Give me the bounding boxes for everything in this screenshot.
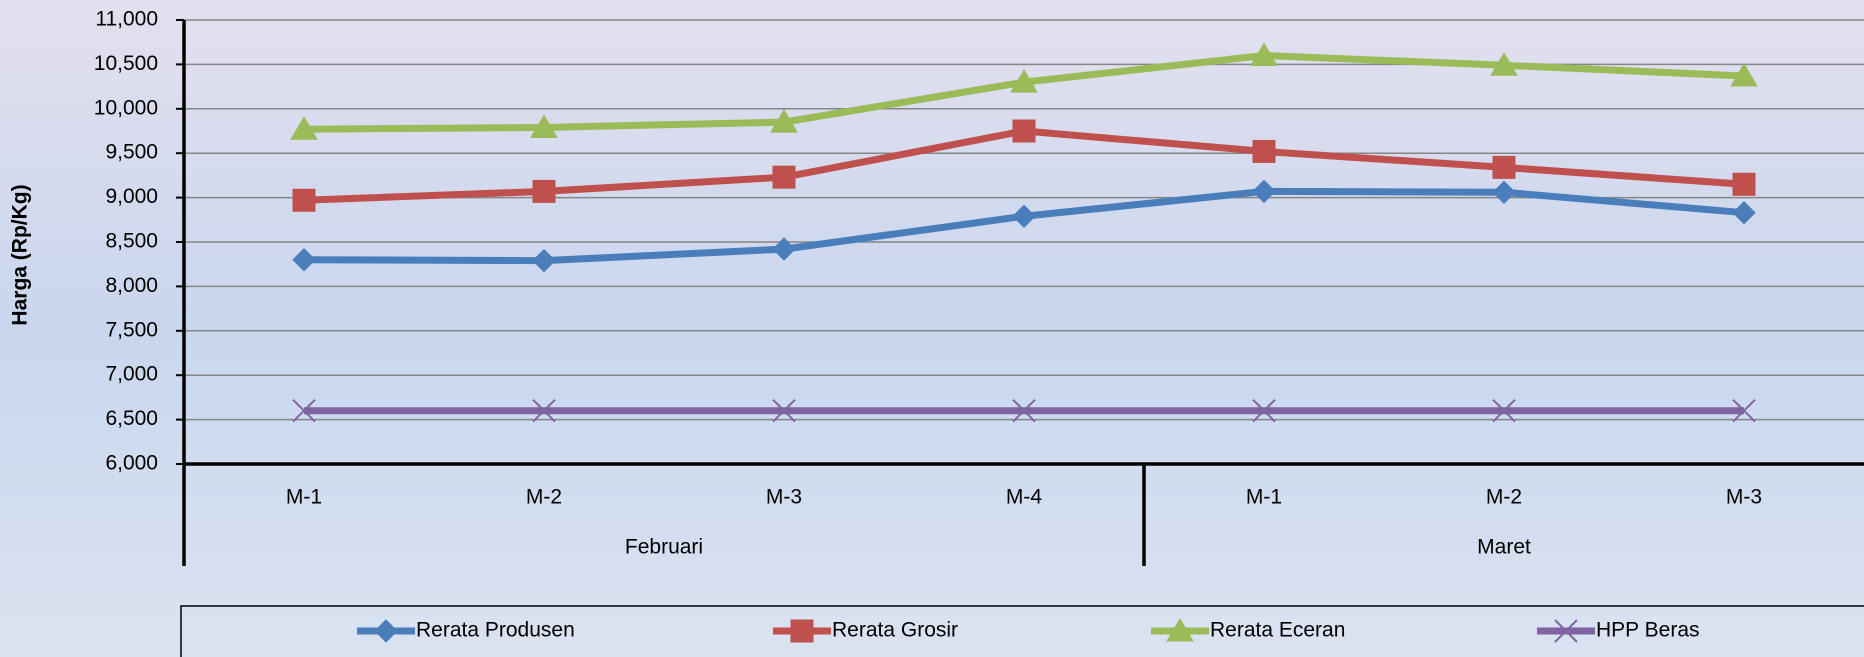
marker	[292, 188, 316, 212]
x-tick-label: M-2	[526, 486, 562, 509]
y-tick-label: 8,000	[105, 274, 158, 297]
marker	[1012, 204, 1036, 228]
marker	[290, 116, 318, 140]
marker	[532, 399, 556, 423]
marker	[1252, 179, 1276, 204]
x-tick-label: M-3	[1726, 486, 1762, 509]
x-tick-label: M-2	[1486, 486, 1522, 509]
y-tick-label: 8,500	[105, 230, 158, 253]
y-tick-label: 7,000	[105, 363, 158, 386]
marker	[1012, 119, 1036, 143]
marker	[772, 237, 796, 261]
y-tick-label: 9,000	[105, 185, 158, 208]
legend-box	[180, 605, 1864, 657]
y-tick-label: 10,500	[94, 52, 158, 75]
marker	[772, 165, 796, 189]
legend-marker	[1166, 618, 1194, 642]
y-tick-label: 11,000	[95, 8, 158, 31]
marker	[770, 109, 798, 133]
group-label: Maret	[1477, 536, 1531, 559]
legend-label: Rerata Eceran	[1210, 619, 1345, 642]
marker	[1010, 69, 1038, 93]
marker	[292, 248, 316, 272]
marker	[1250, 42, 1278, 67]
y-tick-label: 6,500	[105, 407, 158, 430]
legend-marker	[790, 619, 814, 643]
x-tick-label: M-4	[1006, 486, 1042, 509]
legend-label: HPP Beras	[1596, 619, 1700, 642]
y-tick-label: 10,000	[94, 96, 158, 119]
marker	[1492, 155, 1516, 179]
x-tick-label: M-1	[1246, 486, 1282, 509]
marker	[532, 179, 556, 203]
x-tick-label: M-3	[766, 486, 802, 509]
marker	[292, 399, 316, 423]
marker	[1732, 172, 1756, 196]
legend-label: Rerata Grosir	[832, 619, 958, 642]
marker	[1492, 180, 1516, 204]
marker	[1490, 52, 1518, 76]
legend-marker	[1554, 619, 1578, 643]
marker	[530, 114, 558, 138]
marker	[1732, 200, 1756, 225]
y-tick-label: 7,500	[105, 318, 158, 341]
marker	[532, 248, 556, 273]
marker	[1252, 399, 1276, 423]
marker	[1252, 139, 1276, 163]
marker	[1492, 399, 1516, 423]
group-label: Februari	[625, 536, 703, 559]
y-axis-label: Harga (Rp/Kg)	[9, 184, 32, 325]
marker	[1730, 62, 1758, 87]
legend-label: Rerata Produsen	[416, 619, 575, 642]
y-tick-label: 6,000	[105, 452, 158, 475]
marker	[772, 399, 796, 423]
legend-marker	[374, 619, 398, 643]
marker	[1732, 399, 1756, 423]
y-tick-label: 9,500	[105, 141, 158, 164]
marker	[1012, 399, 1036, 423]
x-tick-label: M-1	[286, 486, 322, 509]
